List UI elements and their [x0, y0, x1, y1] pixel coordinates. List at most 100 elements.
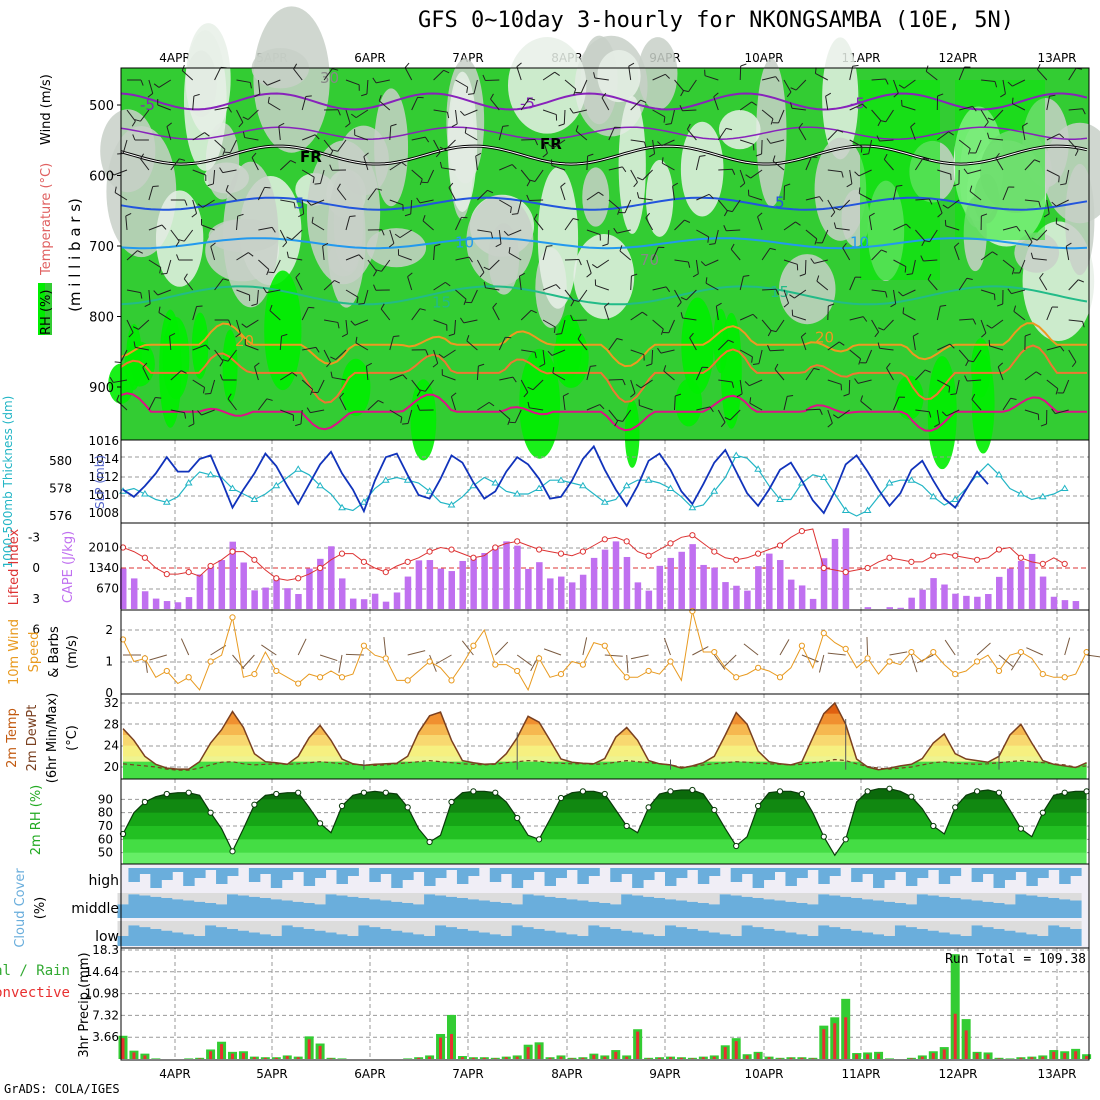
wind-barb-flag [825, 92, 832, 97]
li-line-point [229, 548, 236, 555]
wind-speed-line-point [1083, 648, 1090, 656]
temp-area [123, 703, 1087, 779]
contour-label: FR [300, 148, 322, 166]
cloud-gap [533, 921, 546, 929]
cape-bar [262, 587, 269, 609]
cloud-gap [960, 893, 973, 900]
wind-barb-flag [1082, 321, 1085, 328]
wind-barb [477, 229, 492, 233]
cloud-bar [993, 868, 1005, 888]
date-label-bottom: 7APR [452, 1067, 483, 1081]
cloud-gap [522, 893, 535, 895]
cloud-bar [818, 925, 830, 946]
wind-barb-flag [219, 360, 224, 367]
wind-barb-flag [1043, 213, 1050, 218]
cloud-bar [873, 900, 885, 918]
wind-barb [291, 229, 303, 240]
wind-barb-flag [266, 269, 270, 276]
wind-barb [419, 199, 434, 204]
wind-barb-flag [877, 342, 881, 349]
cloud-bar [927, 930, 940, 946]
cloud-bar [216, 927, 228, 946]
wind-barb-flag [814, 238, 818, 245]
wind-barb-flag [843, 393, 850, 397]
wind-barb-flag [237, 213, 244, 217]
cloud-bar [632, 868, 644, 888]
wind-barb [739, 276, 744, 291]
precip-convective-bar [252, 1057, 256, 1059]
cloud-bar [281, 868, 294, 880]
rh-low-patch [980, 130, 1052, 213]
wind-barb [1013, 310, 1026, 321]
cloud-bar [259, 868, 272, 874]
cloud-bar [555, 932, 567, 946]
run-total-annotation: Run Total = 109.38 [945, 952, 1086, 967]
cloud-gap [566, 893, 578, 900]
wind-barb-flag [502, 125, 509, 127]
rh-legend-swatch [38, 283, 45, 335]
cloud-gap [643, 921, 655, 935]
cloud-bar [1070, 868, 1082, 876]
cloud-bar [643, 896, 655, 918]
cloud-gap [741, 921, 754, 926]
wind-barb [410, 199, 413, 215]
wind-barb-flag [1036, 64, 1041, 70]
wind-barb-flag [876, 135, 880, 142]
wind-barb [886, 367, 894, 381]
rh-low-patch [680, 121, 724, 217]
li-line-point [645, 552, 652, 559]
wind-barb-flag [923, 240, 930, 243]
thickness-line-point [710, 487, 719, 494]
cloud-gap [741, 893, 754, 897]
wind-barb-flag [724, 417, 731, 421]
cloud-bar [993, 928, 1005, 946]
precip-convective-bar [909, 1058, 913, 1059]
cloud-bar [862, 899, 874, 918]
precip-total-bar [1005, 1058, 1015, 1059]
wind-speed-line-point [382, 655, 389, 662]
wind-barb-flag [439, 161, 443, 168]
cloud-bar [522, 894, 535, 918]
y-tick-label: 1012 [88, 470, 119, 484]
wind-barb [816, 280, 829, 291]
cape-bar [382, 601, 390, 609]
wind-barb-flag [393, 335, 400, 337]
cloud-bar [610, 868, 622, 882]
cape-bar [634, 582, 642, 609]
wind-barb [244, 137, 259, 141]
cape-bar [207, 566, 215, 609]
precip-convective-bar [209, 1051, 213, 1059]
wind-barb [499, 164, 513, 171]
rh-line-point [163, 790, 170, 798]
wind-barb [1032, 258, 1047, 261]
cloud-gap [402, 921, 414, 933]
wind-barb-flag [140, 292, 143, 299]
wind-barb [170, 370, 182, 381]
precip-axis-label: 3hr Precip (mm) [77, 952, 92, 1057]
cloud-bar [873, 934, 885, 946]
cloud-bar [818, 868, 830, 884]
wind-barb [718, 379, 733, 383]
precip-convective-bar [220, 1044, 224, 1059]
wind-barb [814, 259, 828, 264]
wind-barb-flag [459, 110, 465, 116]
cloud-bar [194, 936, 206, 946]
rh-low-patch [447, 71, 478, 213]
wind-barb [1068, 319, 1083, 322]
wind-barb [365, 366, 369, 381]
wind-barb-flag [416, 390, 421, 397]
wind-barb [499, 376, 514, 381]
cloud-bar [489, 901, 502, 918]
wind-barb-flag [1034, 159, 1041, 163]
li-line-point [667, 540, 674, 547]
wind-barb-flag [207, 183, 214, 187]
wind-barb [367, 259, 377, 272]
thickness-line-point [535, 484, 543, 491]
cloud-bar [927, 895, 940, 918]
cloud-gap [446, 893, 458, 897]
cloud-bar [150, 928, 162, 946]
wind-barb [586, 404, 600, 411]
wind-barb [871, 289, 886, 293]
wind-barb-flag [896, 184, 903, 187]
thickness-line-point [754, 465, 762, 472]
